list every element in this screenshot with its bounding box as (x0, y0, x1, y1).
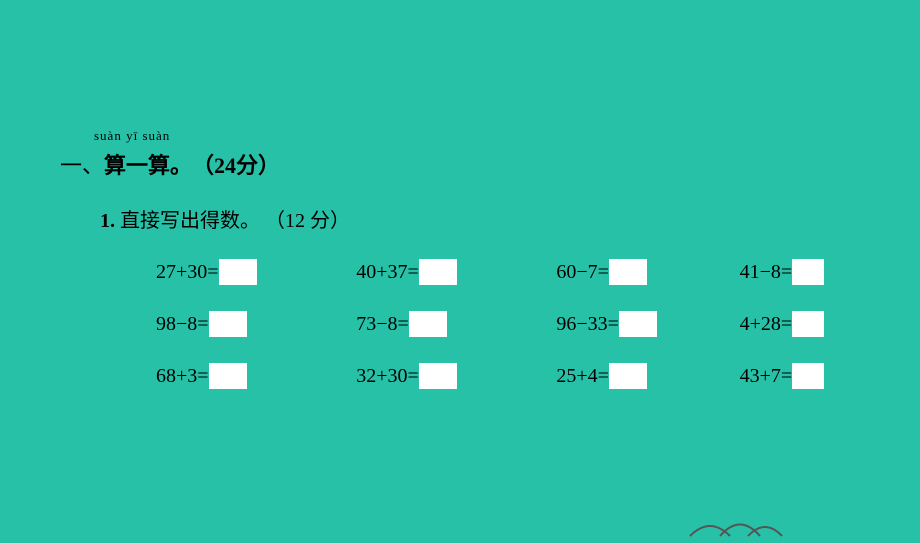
problem: 43+7= (740, 363, 890, 389)
answer-box (619, 311, 657, 337)
section-number: 一、 (60, 148, 104, 180)
problem-row: 98−8= 73−8= 96−33= 4+28= (156, 311, 890, 337)
answer-box (209, 363, 247, 389)
problem-row: 27+30= 40+37= 60−7= 41−8= (156, 259, 890, 285)
problem-expression: 25+4= (556, 365, 609, 388)
pinyin-text: suàn yī suàn (94, 128, 170, 144)
problem: 40+37= (356, 259, 556, 285)
answer-box (792, 311, 824, 337)
problem-expression: 98−8= (156, 313, 209, 336)
problem-row: 68+3= 32+30= 25+4= 43+7= (156, 363, 890, 389)
subsection-points: （12 分） (265, 210, 350, 232)
answer-box (792, 259, 824, 285)
problem-expression: 96−33= (556, 313, 619, 336)
problem: 60−7= (556, 259, 739, 285)
problem-expression: 73−8= (356, 313, 409, 336)
problem-expression: 4+28= (740, 313, 793, 336)
answer-box (209, 311, 247, 337)
subsection-header: 1. 直接写出得数。 （12 分） (100, 204, 890, 233)
problem-expression: 43+7= (740, 365, 793, 388)
answer-box (219, 259, 257, 285)
problem: 73−8= (356, 311, 556, 337)
problem-expression: 68+3= (156, 365, 209, 388)
problem: 4+28= (740, 311, 890, 337)
problem: 27+30= (156, 259, 356, 285)
problem-expression: 41−8= (740, 261, 793, 284)
problem: 32+30= (356, 363, 556, 389)
answer-box (792, 363, 824, 389)
problem: 96−33= (556, 311, 739, 337)
subsection-number: 1. (100, 210, 115, 232)
subsection-title: 直接写出得数。 (120, 210, 260, 232)
answer-box (609, 259, 647, 285)
answer-box (609, 363, 647, 389)
decoration-icon (680, 498, 740, 528)
problem: 41−8= (740, 259, 890, 285)
answer-box (419, 259, 457, 285)
problem-expression: 32+30= (356, 365, 419, 388)
problem: 98−8= (156, 311, 356, 337)
problem-expression: 60−7= (556, 261, 609, 284)
problem: 25+4= (556, 363, 739, 389)
answer-box (419, 363, 457, 389)
problems-grid: 27+30= 40+37= 60−7= 41−8= 98−8= 73 (156, 259, 890, 389)
section-title: 算一算。 (104, 148, 192, 180)
problem: 68+3= (156, 363, 356, 389)
section-points: （24分） (192, 148, 280, 180)
problem-expression: 27+30= (156, 261, 219, 284)
section-header: suàn yī suàn 一、 算一算。 （24分） (60, 148, 890, 180)
problem-expression: 40+37= (356, 261, 419, 284)
answer-box (409, 311, 447, 337)
